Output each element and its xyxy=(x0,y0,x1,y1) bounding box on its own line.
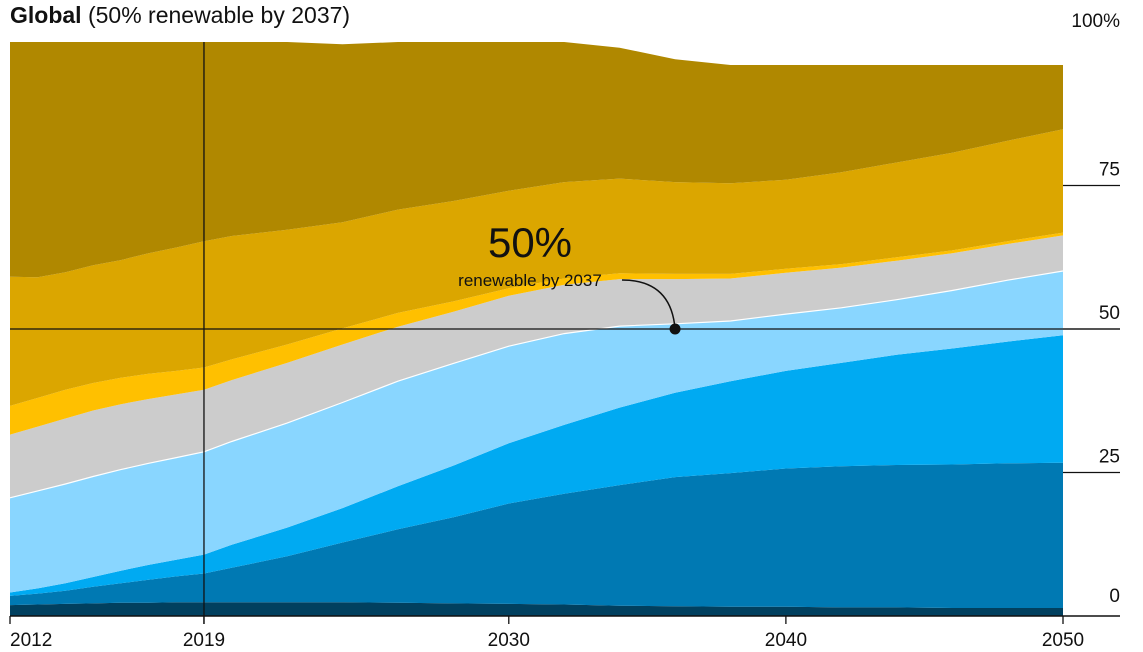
y-tick-label: 0 xyxy=(1109,586,1120,607)
annotation-big-label: 50% xyxy=(488,219,572,266)
area-series-2 xyxy=(10,462,1063,608)
area-series-8 xyxy=(10,42,1063,278)
x-tick-label: 2040 xyxy=(765,630,807,651)
y-tick-label: 75 xyxy=(1099,160,1120,181)
area-series-5 xyxy=(10,235,1063,498)
x-tick-label: 2050 xyxy=(1042,630,1084,651)
x-tick-label: 2012 xyxy=(10,630,52,651)
x-tick-label: 2030 xyxy=(488,630,530,651)
chart-title-bold: Global xyxy=(10,2,82,28)
area-series-3 xyxy=(10,335,1063,596)
y-tick-label: 50 xyxy=(1099,303,1120,324)
area-series-group xyxy=(9,42,1064,616)
annotation-leader-line xyxy=(621,279,676,330)
annotation-small-label: renewable by 2037 xyxy=(458,271,602,290)
renewable-boundary-line xyxy=(9,270,1064,499)
area-series-1 xyxy=(10,602,1063,616)
y-tick-label: 100% xyxy=(1071,11,1120,32)
area-series-4 xyxy=(10,271,1063,593)
reference-lines-group xyxy=(10,42,1120,624)
annotation-point xyxy=(669,323,681,335)
chart-title-subtitle: (50% renewable by 2037) xyxy=(87,2,351,28)
area-series-7 xyxy=(10,129,1063,406)
y-tick-label: 25 xyxy=(1099,447,1120,468)
annotation-group: 50% renewable by 2037 xyxy=(458,219,681,335)
y-axis-ticks: 0 25 50 75 100% xyxy=(1063,11,1120,607)
x-axis-ticks: 2012 2019 2030 2040 2050 xyxy=(9,616,1084,651)
x-tick-label: 2019 xyxy=(183,630,225,651)
chart-title: Global (50% renewable by 2037) xyxy=(10,2,350,29)
